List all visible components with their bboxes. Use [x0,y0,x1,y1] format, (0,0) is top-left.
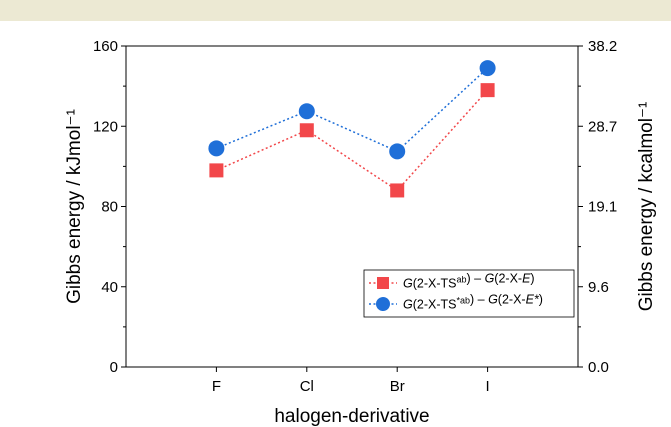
y2-tick-label: 0.0 [588,359,609,376]
legend-box [363,269,575,318]
data-point-circle [389,143,406,160]
x-axis-title: halogen-derivative [274,406,429,427]
x-tick-label: Br [390,378,405,395]
y2-tick-label: 19.1 [588,199,617,216]
y2-tick-label: 28.7 [588,118,617,135]
y-tick-label: 160 [93,38,118,55]
x-tick-label: F [212,378,221,395]
y2-axis-title: Gibbs energy / kcalmol⁻¹ [636,102,657,312]
y2-tick-label: 38.2 [588,38,617,55]
series-line [216,67,489,153]
data-point-square [480,83,495,98]
y-tick-label: 40 [101,279,118,296]
y-axis-title: Gibbs energy / kJmol⁻¹ [64,109,85,304]
data-point-square [209,163,224,178]
plot-frame [125,45,579,368]
y-tick-label: 0 [110,359,118,376]
x-tick-label: Cl [300,378,314,395]
data-point-circle [298,103,315,120]
y-tick-label: 120 [93,118,118,135]
top-band [0,0,671,21]
data-point-circle [479,60,496,77]
data-point-circle [208,140,225,157]
legend-label: G(2-X-TSab) – G(2-X-E) [403,272,535,291]
data-point-square [390,183,405,198]
x-tick-label: I [486,378,490,395]
legend-marker-square [377,277,389,289]
legend-marker-circle [376,297,390,311]
data-point-square [299,123,314,138]
series-line [216,89,489,192]
legend-label: G(2-X-TS*ab) – G(2-X-E*) [403,293,543,312]
y-tick-label: 80 [101,199,118,216]
y2-tick-label: 9.6 [588,279,609,296]
